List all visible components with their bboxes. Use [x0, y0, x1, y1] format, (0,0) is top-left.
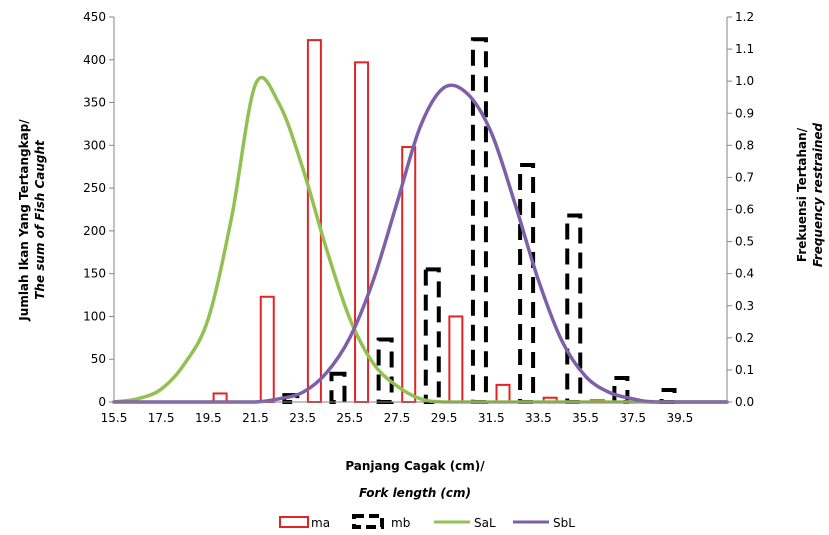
y2-axis-title-line2: Frequency restrained: [811, 122, 825, 267]
x-tick-label: 21.5: [242, 411, 269, 425]
y-tick-label: 100: [83, 309, 106, 323]
bar-ma: [495, 383, 511, 403]
y2-tick-label: 1.1: [735, 42, 754, 56]
legend-label-sal: SaL: [474, 516, 496, 530]
bar-ma: [259, 295, 275, 403]
x-tick-label: 35.5: [572, 411, 599, 425]
x-tick-label: 25.5: [336, 411, 363, 425]
x-tick-label: 19.5: [195, 411, 222, 425]
legend-swatch-ma: [279, 516, 309, 528]
y2-tick-label: 0.2: [735, 331, 754, 345]
x-axis-title-line1: Panjang Cagak (cm)/: [345, 459, 485, 473]
y-tick-label: 50: [91, 352, 106, 366]
legend: ma mb SaL SbL: [279, 514, 575, 530]
bar-mb: [659, 388, 677, 404]
x-tick-label: 39.5: [666, 411, 693, 425]
y-tick-label: 400: [83, 53, 106, 67]
bar-mb: [470, 37, 488, 404]
y-tick-label: 450: [83, 10, 106, 24]
bar-mb: [423, 267, 441, 404]
y2-tick-label: 0.8: [735, 138, 754, 152]
bar-ma: [401, 146, 417, 403]
x-tick-label: 23.5: [289, 411, 316, 425]
y-axis-title-line1: Jumlah Ikan Yang Tertangkap/: [17, 119, 31, 322]
x-tick-label: 33.5: [525, 411, 552, 425]
y2-tick-label: 0.9: [735, 106, 754, 120]
bar-mb: [329, 371, 347, 404]
y2-tick-label: 0.4: [735, 267, 754, 281]
x-tick-label: 29.5: [431, 411, 458, 425]
x-tick-label: 27.5: [384, 411, 411, 425]
y2-tick-label: 1.0: [735, 74, 754, 88]
y-tick-label: 150: [83, 267, 106, 281]
bar-mb: [565, 213, 583, 404]
bar-mb: [612, 376, 630, 404]
y-tick-label: 0: [98, 395, 106, 409]
y-tick-label: 300: [83, 138, 106, 152]
left-y-axis: 0 50 100 150 200 250 300 350 400 450: [83, 10, 115, 409]
y-tick-label: 200: [83, 224, 106, 238]
x-tick-label: 15.5: [101, 411, 128, 425]
y-tick-label: 250: [83, 181, 106, 195]
y2-tick-label: 0.3: [735, 299, 754, 313]
plot-area: [112, 37, 729, 404]
bar-ma: [448, 315, 464, 404]
x-tick-label: 37.5: [619, 411, 646, 425]
x-axis-title-line2: Fork length (cm): [359, 486, 471, 500]
legend-label-ma: ma: [311, 516, 330, 530]
y2-tick-label: 0.0: [735, 395, 754, 409]
x-axis: 15.5 17.5 19.5 21.5 23.5 25.5 27.5 29.5 31.5 33.5…: [101, 401, 727, 425]
curve-SbL: [112, 83, 729, 404]
y2-tick-label: 1.2: [735, 10, 754, 24]
bar-mb: [518, 163, 536, 404]
legend-label-mb: mb: [391, 516, 410, 530]
y2-tick-label: 0.5: [735, 235, 754, 249]
x-tick-label: 17.5: [148, 411, 175, 425]
right-y-axis: 0.0 0.1 0.2 0.3 0.4 0.5 0.6 0.7 0.8 0.9 1.0 1.1 1.2: [726, 10, 754, 409]
y2-tick-label: 0.7: [735, 170, 754, 184]
y2-tick-label: 0.6: [735, 203, 754, 217]
legend-label-sbl: SbL: [553, 516, 575, 530]
y2-axis-title-line1: Frekuensi Tertahan/: [795, 127, 809, 262]
legend-swatch-mb: [352, 514, 384, 529]
x-tick-label: 31.5: [478, 411, 505, 425]
y2-tick-label: 0.1: [735, 363, 754, 377]
y-tick-label: 350: [83, 96, 106, 110]
y-axis-title-line2: The sum of Fish Caught: [33, 139, 47, 300]
